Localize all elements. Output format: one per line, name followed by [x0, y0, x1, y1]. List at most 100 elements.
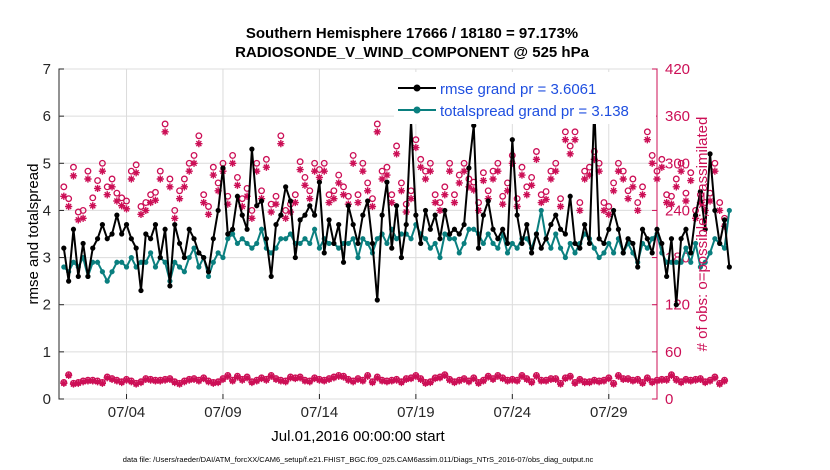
totalspread-point [557, 245, 564, 251]
x-tick-label: 07/14 [301, 404, 339, 421]
rmse-point [326, 217, 332, 223]
totalspread-point [176, 264, 183, 270]
rmse-point [389, 245, 395, 251]
obs-assimilated-marker-low [257, 374, 266, 383]
y-tick-label-left: 5 [43, 155, 51, 172]
y-tick-label-right: 0 [665, 391, 673, 408]
obs-assimilated-marker-low [672, 376, 680, 384]
obs-possible-marker-high [716, 199, 724, 207]
obs-assimilated-marker-low [609, 380, 618, 388]
totalspread-point [553, 231, 559, 237]
obs-possible-marker-high [277, 132, 285, 140]
obs-assimilated-marker-high [446, 167, 454, 175]
rmse-point [350, 221, 356, 228]
obs-assimilated-marker-high [190, 159, 198, 167]
totalspread-point [254, 240, 260, 247]
obs-assimilated-marker-high [175, 195, 184, 203]
obs-assimilated-marker-high [581, 175, 589, 183]
obs-possible-marker-high [383, 163, 391, 171]
obs-assimilated-marker-high [330, 195, 338, 203]
totalspread-point [471, 226, 477, 232]
obs-assimilated-marker-low [224, 372, 232, 380]
obs-assimilated-marker-low [431, 374, 439, 383]
x-tick-label: 07/04 [108, 404, 146, 421]
rmse-point [66, 278, 72, 284]
obs-assimilated-marker-low [402, 375, 410, 383]
obs-assimilated-marker-high [60, 192, 68, 200]
obs-possible-marker-high [639, 183, 646, 191]
obs-assimilated-marker-high [354, 198, 362, 207]
obs-possible-marker-high [349, 151, 357, 159]
totalspread-point [205, 273, 212, 280]
obs-possible-marker-high [566, 142, 574, 150]
obs-assimilated-marker-low [397, 378, 406, 387]
obs-assimilated-marker-high [508, 159, 516, 167]
obs-assimilated-marker-high [325, 198, 333, 207]
obs-assimilated-marker-low [421, 379, 430, 387]
obs-assimilated-marker-high [518, 171, 526, 179]
obs-possible-marker-high [460, 159, 468, 167]
obs-assimilated-marker-low [248, 378, 256, 387]
obs-assimilated-marker-high [566, 150, 574, 158]
totalspread-point [186, 254, 192, 261]
obs-possible-marker-high [301, 173, 309, 181]
obs-assimilated-marker-high [397, 187, 406, 195]
obs-assimilated-marker-low [103, 374, 111, 382]
rmse-point [456, 231, 462, 237]
rmse-point [533, 231, 540, 237]
obs-assimilated-marker-low [658, 376, 666, 384]
totalspread-point [721, 245, 728, 251]
obs-possible-marker-high [600, 199, 608, 207]
obs-possible-marker-high [653, 167, 661, 175]
obs-assimilated-marker-high [84, 175, 92, 183]
totalspread-point [210, 259, 216, 265]
totalspread-point [538, 207, 544, 214]
obs-possible-marker-high [94, 177, 102, 185]
y-axis-right-label: # of obs: o=possible; ×=assimilated [694, 117, 711, 352]
obs-assimilated-marker-high [156, 175, 164, 183]
obs-assimilated-marker-low [436, 374, 444, 382]
rmse-point [99, 221, 106, 228]
obs-assimilated-marker-high [233, 181, 242, 189]
obs-possible-marker-high [180, 175, 188, 183]
obs-assimilated-marker-high [306, 195, 314, 203]
obs-assimilated-marker-high [224, 200, 232, 208]
obs-possible-marker-high [209, 163, 217, 171]
totalspread-point [480, 240, 486, 247]
obs-assimilated-marker-high [335, 179, 343, 187]
obs-possible-marker-high [682, 189, 690, 197]
rmse-point [109, 231, 115, 237]
obs-assimilated-marker-low [291, 374, 299, 383]
totalspread-point [683, 245, 689, 251]
rmse-point [80, 240, 86, 247]
rmse-point [538, 245, 544, 251]
obs-assimilated-marker-low [171, 378, 179, 387]
rmse-point [307, 203, 313, 209]
obs-possible-marker-high [643, 128, 651, 136]
obs-possible-marker-high [532, 148, 540, 155]
obs-assimilated-marker-low [585, 378, 594, 387]
rmse-point [128, 236, 134, 242]
rmse-point [635, 264, 641, 270]
rmse-series [61, 104, 732, 308]
totalspread-point [345, 240, 351, 247]
obs-assimilated-marker-high [166, 183, 174, 191]
rmse-point [398, 254, 405, 261]
x-tick-label: 07/09 [204, 404, 242, 421]
totalspread-point [258, 226, 265, 232]
totalspread-point [244, 240, 250, 247]
obs-assimilated-marker-high [267, 208, 275, 216]
totalspread-point [509, 240, 515, 247]
rmse-point [437, 236, 443, 242]
rmse-point [543, 236, 549, 242]
totalspread-point [152, 264, 159, 270]
obs-possible-marker-high [113, 189, 121, 197]
y-tick-label-left: 3 [43, 250, 51, 267]
obs-possible-marker-high [455, 171, 463, 179]
obs-assimilated-marker-high [667, 200, 676, 208]
totalspread-point [688, 259, 694, 265]
rmse-point [393, 203, 400, 209]
totalspread-point [692, 240, 699, 247]
rmse-point [606, 226, 612, 232]
totalspread-point [360, 236, 366, 242]
